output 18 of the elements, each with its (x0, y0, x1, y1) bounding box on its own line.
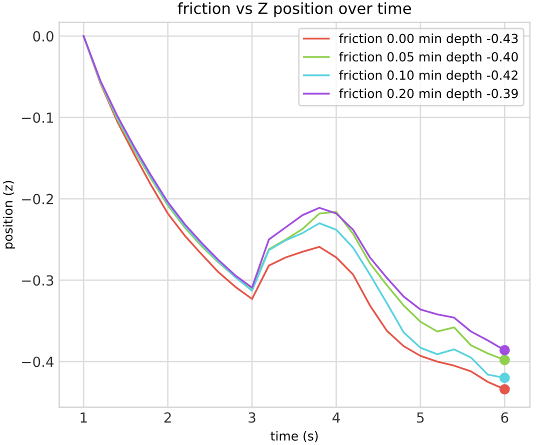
y-tick-label: −0.3 (22, 275, 54, 286)
chart-title: friction vs Z position over time (178, 2, 411, 18)
x-tick-label: 5 (417, 412, 424, 423)
x-tick-label: 4 (332, 412, 340, 423)
y-tick-label: −0.4 (22, 356, 54, 368)
y-tick-label: −0.2 (22, 194, 53, 204)
y-axis-title: position (z) (2, 180, 16, 248)
x-tick-label: 2 (164, 412, 171, 423)
x-axis-title: time (s) (270, 431, 318, 442)
x-tick-label: 1 (80, 412, 87, 423)
y-tick-label: 0.0 (33, 31, 54, 42)
legend-label: friction 0.10 min depth -0.42 (339, 70, 518, 82)
x-tick-label: 6 (501, 412, 508, 423)
legend-label: friction 0.00 min depth -0.43 (339, 34, 518, 46)
legend-label: friction 0.05 min depth -0.40 (339, 52, 518, 64)
x-tick-label: 3 (248, 412, 256, 423)
legend-label: friction 0.20 min depth -0.39 (339, 88, 518, 101)
y-tick-label: −0.1 (22, 112, 54, 123)
